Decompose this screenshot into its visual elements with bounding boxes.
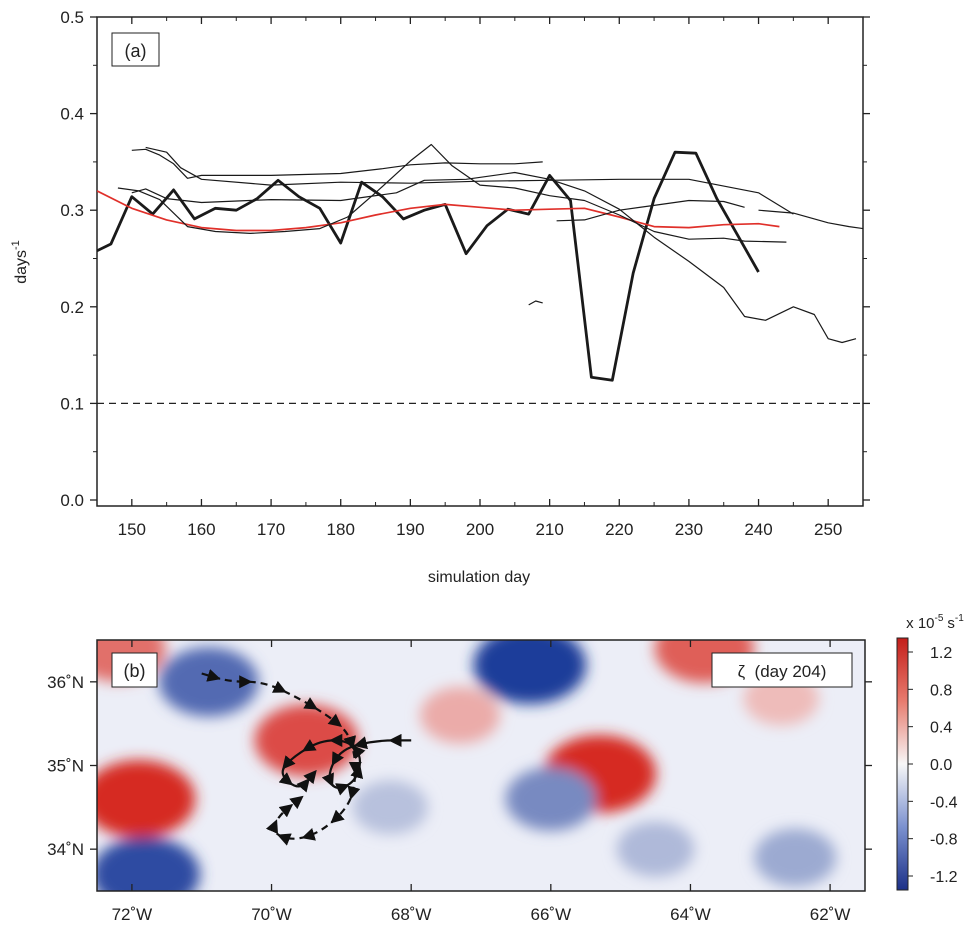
colorbar-tick-label: 0.8	[930, 682, 952, 699]
trajectory-dashed	[201, 669, 362, 846]
ylabel-base: days	[13, 250, 30, 284]
lat-tick-label: 36˚N	[47, 673, 84, 692]
colorbar-tick-label: 1.2	[930, 645, 952, 662]
vorticity-feature-negative	[505, 767, 597, 831]
series-line-thin-8	[528, 300, 543, 306]
y-tick-label: 0.4	[60, 105, 84, 124]
colorbar-tick-label: -0.8	[930, 832, 958, 849]
lon-tick-label: 66˚W	[531, 905, 572, 924]
lon-tick-label: 72˚W	[112, 905, 153, 924]
vorticity-feature-negative	[473, 640, 587, 704]
x-tick-label: 170	[257, 520, 285, 539]
lon-tick-label: 62˚W	[810, 905, 851, 924]
y-tick-label: 0.2	[60, 298, 84, 317]
panel-a-ylabel: days-1	[10, 240, 30, 284]
vorticity-feature-negative	[754, 828, 837, 887]
colorbar-tick-label: -0.4	[930, 794, 958, 811]
lon-tick-label: 64˚W	[670, 905, 711, 924]
y-tick-label: 0.1	[60, 394, 84, 413]
panel-b-axes: 72˚W 70˚W 68˚W 66˚W 64˚W 62˚W 36˚N 35˚N 34˚N	[47, 640, 872, 924]
colorbar-gradient	[896, 637, 909, 891]
series-line-thin-6	[556, 199, 745, 222]
vorticity-feature-negative	[616, 821, 695, 877]
colorbar-title: x 10-5 s-1	[906, 613, 964, 632]
colorbar-tick-label: 0.4	[930, 720, 952, 737]
x-tick-label: 220	[605, 520, 633, 539]
panel-b-label-box	[111, 652, 158, 688]
colorbar-tick-label: -1.2	[930, 869, 958, 886]
svg-text:days-1: days-1	[10, 240, 30, 284]
x-tick-label: 250	[814, 520, 842, 539]
vorticity-feature-negative	[352, 780, 428, 835]
panel-b-label: (b)	[124, 661, 146, 681]
colorbar-unit-exp: -1	[955, 613, 964, 624]
vorticity-feature-positive	[420, 687, 500, 744]
panel-b: 72˚W 70˚W 68˚W 66˚W 64˚W 62˚W 36˚N 35˚N 34˚N (b)…	[47, 639, 872, 924]
x-tick-label: 190	[396, 520, 424, 539]
lat-tick-label: 34˚N	[47, 840, 84, 859]
panel-a-axes: 150 160 170 180 190 200 210 220 230 240 250 0.0 0.1 0…	[60, 8, 870, 539]
series-line-thin-3	[145, 146, 794, 215]
series-line-thin-5	[117, 143, 787, 243]
series-line-thin-7	[758, 209, 863, 230]
lon-tick-label: 68˚W	[391, 905, 432, 924]
series-line-red-1	[97, 190, 780, 232]
colorbar: x 10-5 s-1 1.2 0.8 0.4 0.0 -0.4 -0.8 -1.2	[896, 613, 964, 891]
x-tick-label: 180	[327, 520, 355, 539]
x-tick-label: 150	[118, 520, 146, 539]
panel-a-label: (a)	[125, 41, 147, 61]
annotation-box	[711, 652, 853, 688]
y-tick-label: 0.3	[60, 201, 84, 220]
lat-tick-label: 35˚N	[47, 757, 84, 776]
x-tick-label: 230	[675, 520, 703, 539]
series-line-thick-0	[97, 150, 760, 382]
annotation-text: ζ (day 204)	[738, 662, 827, 681]
panel-a: 150 160 170 180 190 200 210 220 230 240 250 0.0 0.1 0…	[10, 8, 870, 586]
trajectories	[201, 669, 412, 846]
colorbar-tick-label: 0.0	[930, 757, 952, 774]
panel-a-label-box	[111, 32, 160, 67]
x-tick-label: 200	[466, 520, 494, 539]
colorbar-title-exp: -5	[935, 613, 944, 624]
panel-a-xlabel: simulation day	[428, 569, 530, 586]
vorticity-feature-positive	[97, 760, 196, 838]
panel-a-plot-area	[97, 143, 863, 404]
colorbar-ticks: 1.2 0.8 0.4 0.0 -0.4 -0.8 -1.2	[908, 645, 958, 886]
colorbar-unit: s	[947, 615, 955, 632]
y-tick-label: 0.5	[60, 8, 84, 27]
x-tick-label: 210	[535, 520, 563, 539]
ylabel-exp: -1	[10, 240, 22, 250]
series-line-thin-4	[131, 171, 857, 344]
x-tick-label: 160	[187, 520, 215, 539]
panel-a-frame	[96, 16, 864, 507]
vorticity-feature-negative	[97, 836, 201, 891]
series-line-thin-2	[131, 148, 543, 179]
y-tick-label: 0.0	[60, 491, 84, 510]
x-tick-label: 240	[744, 520, 772, 539]
lon-tick-label: 70˚W	[251, 905, 292, 924]
colorbar-title-base: x 10	[906, 615, 934, 632]
